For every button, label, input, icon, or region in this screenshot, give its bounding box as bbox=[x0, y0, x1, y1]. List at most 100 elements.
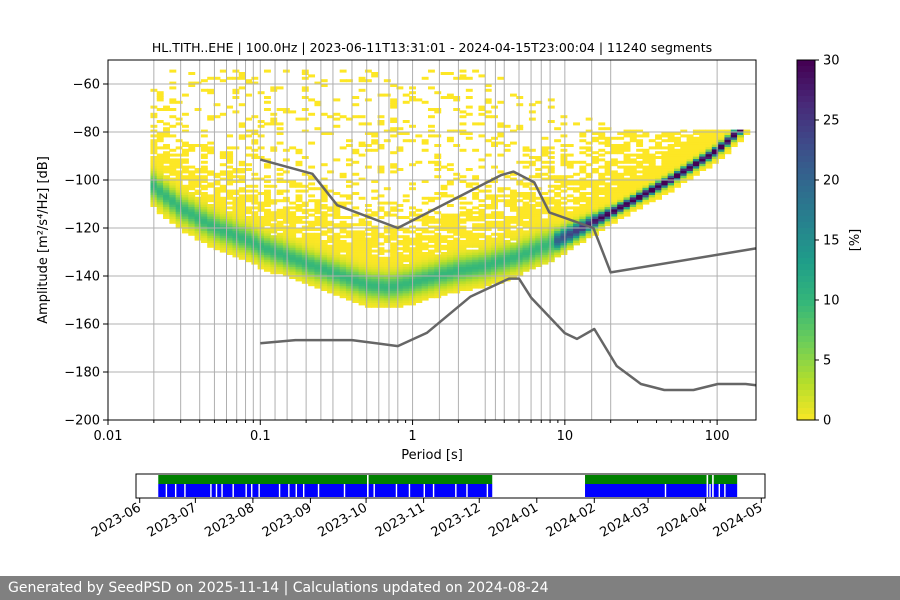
heatmap-cell bbox=[434, 261, 442, 265]
heatmap-cell bbox=[560, 206, 568, 210]
heatmap-cell bbox=[238, 225, 246, 229]
heatmap-cell bbox=[434, 280, 442, 284]
heatmap-cell bbox=[472, 256, 480, 260]
heatmap-cell bbox=[541, 153, 549, 157]
y-tick-label: −160 bbox=[64, 318, 100, 333]
heatmap-cell bbox=[308, 187, 316, 191]
heatmap-cell bbox=[491, 144, 498, 147]
heatmap-cell bbox=[402, 300, 410, 303]
heatmap-cell bbox=[295, 189, 303, 193]
heatmap-cell bbox=[623, 144, 631, 147]
heatmap-cell bbox=[213, 199, 221, 203]
heatmap-cell bbox=[263, 266, 271, 270]
heatmap-cell bbox=[528, 103, 536, 107]
heatmap-column bbox=[730, 129, 738, 147]
heatmap-cell bbox=[535, 156, 543, 159]
heatmap-cell bbox=[472, 249, 480, 253]
heatmap-column bbox=[352, 96, 360, 303]
heatmap-cell bbox=[333, 268, 341, 272]
heatmap-cell bbox=[516, 271, 524, 275]
heatmap-cell bbox=[617, 165, 625, 169]
heatmap-cell bbox=[390, 261, 398, 265]
heatmap-cell bbox=[636, 148, 644, 152]
heatmap-cell bbox=[711, 156, 719, 159]
heatmap-cell bbox=[528, 230, 536, 234]
heatmap-cell bbox=[194, 206, 202, 210]
heatmap-cell bbox=[566, 165, 574, 169]
colorbar-segment bbox=[797, 90, 815, 97]
timeline-gap bbox=[718, 484, 721, 497]
heatmap-cell bbox=[686, 160, 694, 164]
heatmap-cell bbox=[333, 225, 341, 229]
heatmap-cell bbox=[257, 192, 265, 195]
heatmap-cell bbox=[314, 259, 322, 263]
heatmap-cell bbox=[497, 254, 505, 258]
colorbar-tick-label: 5 bbox=[823, 354, 831, 369]
heatmap-cell bbox=[163, 134, 170, 138]
heatmap-cell bbox=[314, 235, 322, 239]
heatmap-cell bbox=[598, 177, 606, 181]
heatmap-cell bbox=[522, 201, 530, 205]
colorbar-segment bbox=[797, 168, 815, 175]
heatmap-cell bbox=[169, 184, 177, 188]
heatmap-cell bbox=[339, 254, 347, 258]
heatmap-cell bbox=[585, 163, 593, 167]
heatmap-cell bbox=[667, 160, 675, 164]
heatmap-cell bbox=[396, 278, 404, 282]
heatmap-cell bbox=[629, 177, 637, 181]
colorbar-segment bbox=[797, 372, 815, 379]
heatmap-cell bbox=[472, 235, 480, 239]
heatmap-cell bbox=[276, 266, 284, 270]
heatmap-cell bbox=[163, 213, 170, 217]
heatmap-cell bbox=[655, 177, 662, 181]
heatmap-cell bbox=[257, 134, 265, 138]
heatmap-cell bbox=[371, 273, 379, 277]
heatmap-cell bbox=[547, 225, 555, 229]
heatmap-cell bbox=[358, 122, 366, 126]
heatmap-cell bbox=[629, 184, 637, 188]
heatmap-cell bbox=[295, 199, 303, 203]
heatmap-cell bbox=[642, 134, 650, 138]
heatmap-cell bbox=[528, 252, 536, 255]
heatmap-cell bbox=[226, 240, 234, 243]
heatmap-cell bbox=[623, 168, 631, 171]
timeline-tick-label: 2024-01 bbox=[486, 500, 541, 540]
heatmap-cell bbox=[245, 230, 252, 234]
heatmap-cell bbox=[453, 268, 461, 272]
heatmap-cell bbox=[509, 206, 517, 210]
heatmap-cell bbox=[200, 204, 208, 207]
heatmap-cell bbox=[270, 266, 278, 270]
heatmap-cell bbox=[585, 196, 593, 200]
heatmap-cell bbox=[396, 283, 404, 287]
heatmap-cell bbox=[194, 184, 202, 188]
heatmap-cell bbox=[188, 194, 196, 198]
heatmap-cell bbox=[711, 160, 719, 164]
heatmap-cell bbox=[263, 208, 271, 212]
heatmap-cell bbox=[245, 129, 252, 133]
heatmap-cell bbox=[238, 194, 246, 198]
heatmap-cell bbox=[579, 216, 587, 219]
heatmap-cell bbox=[617, 132, 625, 135]
heatmap-cell bbox=[497, 213, 505, 217]
heatmap-cell bbox=[554, 175, 562, 179]
heatmap-cell bbox=[711, 134, 719, 138]
heatmap-cell bbox=[169, 148, 177, 152]
heatmap-cell bbox=[598, 211, 606, 215]
heatmap-cell bbox=[484, 153, 492, 157]
timeline-data-bar bbox=[585, 484, 738, 497]
heatmap-cell bbox=[415, 295, 423, 299]
heatmap-cell bbox=[415, 271, 423, 275]
heatmap-cell bbox=[390, 264, 398, 267]
heatmap-cell bbox=[472, 285, 480, 289]
heatmap-cell bbox=[308, 213, 316, 217]
heatmap-cell bbox=[333, 261, 341, 265]
heatmap-cell bbox=[402, 290, 410, 294]
heatmap-cell bbox=[327, 228, 334, 231]
heatmap-cell bbox=[276, 240, 284, 243]
heatmap-column bbox=[213, 76, 221, 251]
heatmap-cell bbox=[516, 254, 524, 258]
heatmap-cell bbox=[232, 168, 240, 171]
heatmap-cell bbox=[390, 208, 398, 212]
heatmap-cell bbox=[396, 295, 404, 299]
heatmap-cell bbox=[509, 218, 517, 222]
